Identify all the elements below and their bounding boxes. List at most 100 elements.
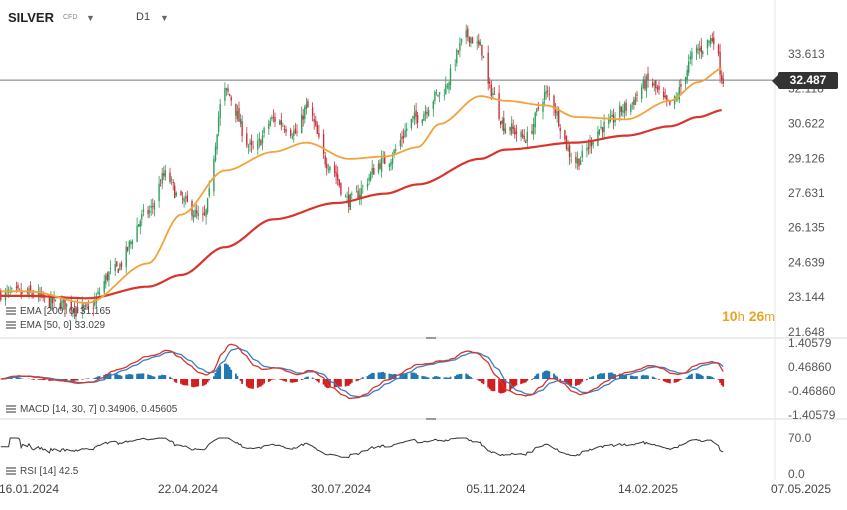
candle-body [502,120,503,124]
macd-histogram-bar [603,373,605,379]
countdown-hours-unit: h [738,309,745,324]
candle-body [520,132,521,137]
macd-histogram-bar [483,379,485,384]
timeframe-label[interactable]: D1 [136,11,150,23]
candle-body [511,124,512,134]
candle-body [657,87,658,89]
candle-body [696,48,697,54]
candle-body [411,119,412,128]
candle-body [240,119,241,124]
candle-body [372,168,373,174]
macd-histogram-bar [437,377,439,379]
macd-histogram-bar [229,367,231,379]
candle-body [390,162,391,166]
macd-histogram-bar [136,374,138,379]
candle-body [600,127,601,128]
candle-body [160,186,161,187]
macd-histogram-bar [359,379,361,380]
candle-body [257,141,258,150]
candle-body [708,41,709,43]
candle-body [209,188,210,196]
candle-body [569,146,570,157]
symbol-label[interactable]: SILVER [8,10,54,25]
candle-body [723,79,724,84]
macd-histogram-bar [384,373,386,379]
macd-histogram-bar [655,378,657,379]
time-axis-label: 07.05.2025 [771,482,831,496]
pane-divider-handle[interactable] [426,337,436,339]
candle-body [19,289,20,290]
caret-down-icon[interactable]: ▼ [86,13,95,23]
macd-histogram-bar [608,373,610,379]
candle-body [522,134,523,137]
macd-histogram-bar [262,379,264,385]
macd-histogram-bar [279,379,281,380]
candle-body [235,104,236,116]
candle-body [251,141,252,145]
candle-body [326,164,327,169]
macd-legend-text: MACD [14, 30, 7] 0.34906, 0.45605 [20,404,177,415]
macd-histogram-bar [702,376,704,379]
macd-histogram-bar [447,378,449,379]
macd-histogram-bar [88,378,90,379]
candle-body [500,121,501,125]
candle-body [334,166,335,173]
macd-histogram-bar [70,379,72,381]
candle-body [655,80,656,88]
indicator-settings-icon[interactable] [6,405,16,413]
macd-histogram-bar [185,379,187,385]
macd-histogram-bar [445,377,447,379]
candle-body [237,111,238,119]
pane-divider-handle[interactable] [426,418,436,420]
candle-body [542,102,543,112]
candle-body [458,51,459,52]
ema50-legend[interactable]: EMA [50, 0] 33.029 [6,320,105,331]
candle-body [481,45,482,56]
candle-body [426,112,427,114]
ema200-legend[interactable]: EMA [200, 0] 31.165 [6,306,111,317]
macd-histogram-bar [531,379,533,380]
candle-body [633,100,634,105]
macd-histogram-bar [169,377,171,379]
current-price-tag: 32.487 [778,72,838,89]
indicator-settings-icon[interactable] [6,307,16,315]
macd-histogram-bar [592,376,594,379]
macd-histogram-bar [545,371,547,379]
macd-histogram-bar [251,379,253,389]
macd-histogram-bar [697,374,699,379]
indicator-settings-icon[interactable] [6,467,16,475]
macd-histogram-bar [42,379,44,380]
candle-body [718,45,719,53]
candle-body [564,130,565,139]
macd-legend[interactable]: MACD [14, 30, 7] 0.34906, 0.45605 [6,404,177,415]
candle-body [205,209,206,217]
candle-body [492,93,493,95]
macd-histogram-bar [284,379,286,381]
candle-body [16,287,17,288]
candle-body [516,131,517,134]
macd-histogram-bar [472,378,474,379]
candle-body [428,110,429,116]
macd-histogram-bar [230,370,232,379]
macd-histogram-bar [227,365,229,379]
macd-histogram-bar [570,379,572,386]
candle-body [556,111,557,116]
caret-down-icon[interactable]: ▼ [160,13,169,23]
candle-body [346,197,347,198]
macd-histogram-bar [38,379,40,380]
candle-body [503,118,504,131]
indicator-settings-icon[interactable] [6,321,16,329]
candle-body [593,142,594,144]
candle-body [215,146,216,160]
macd-histogram-bar [494,379,496,391]
candle-body [525,141,526,143]
time-axis-label: 05.11.2024 [466,482,525,496]
candle-body [611,115,612,117]
macd-histogram-bar [691,374,693,379]
macd-histogram-bar [688,376,690,379]
macd-histogram-bar [74,379,76,381]
rsi-legend[interactable]: RSI [14] 42.5 [6,466,78,477]
candle-body [444,95,445,96]
